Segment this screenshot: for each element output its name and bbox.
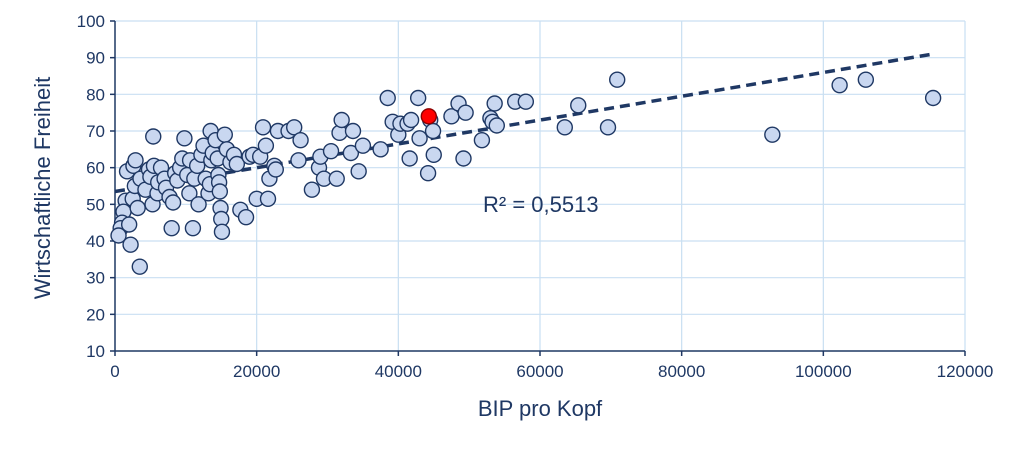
y-tick-label: 40 [86,232,105,251]
data-point [333,111,350,129]
y-axis-title: Wirtschaftliche Freiheit [30,77,55,300]
data-point [409,89,427,107]
data-point [517,93,535,110]
y-tick-label: 20 [86,305,105,324]
data-point [425,146,442,164]
data-point [237,208,255,226]
gridlines [115,20,966,351]
data-point [831,76,848,94]
x-tick-label: 60000 [516,362,563,381]
y-tick-label: 30 [86,269,105,288]
y-tick-label: 100 [77,12,105,31]
data-point [129,199,146,217]
data-point [163,219,180,237]
data-point [379,89,396,107]
data-point [131,258,148,275]
data-point [259,190,277,208]
axes [110,20,966,356]
data-point [473,131,491,149]
data-point [402,111,420,129]
data-point [303,181,321,198]
y-tick-label: 70 [86,122,105,141]
data-point [120,216,138,233]
data-point [419,164,437,182]
data-point [344,122,362,140]
tick-labels: 10 20 30 40 50 60 70 80 90 100 0 20000 40000 60000 800… [77,12,994,381]
data-point [411,130,428,147]
data-point [924,89,942,107]
y-tick-label: 90 [86,49,105,68]
y-tick-label: 60 [86,159,105,178]
data-point [292,131,309,149]
data-point [286,119,303,136]
data-point [354,137,372,154]
data-point [424,122,442,140]
data-point [609,71,626,88]
data-point [328,170,345,187]
data-point [257,137,275,154]
x-tick-label: 80000 [658,362,705,381]
data-point [457,104,474,121]
data-point [455,150,472,167]
data-point [122,236,139,253]
data-point [176,130,193,147]
data-point [322,142,340,160]
trendline [114,52,934,194]
y-tick-label: 50 [86,195,105,214]
data-point [110,227,127,244]
trendline-layer [114,52,934,194]
data-point [164,194,182,211]
data-point [488,117,505,134]
data-point [127,152,144,169]
data-point [267,161,284,178]
data-point [570,97,587,114]
data-points [110,71,942,275]
data-point [372,141,389,158]
data-point [556,119,573,136]
data-point [254,119,272,136]
data-point [211,183,229,200]
data-point [401,150,418,167]
x-tick-label: 120000 [937,362,994,381]
x-tick-label: 0 [110,362,119,381]
data-point [857,71,875,88]
data-point [290,152,307,169]
data-point [486,95,503,112]
data-point [213,223,231,241]
data-point [342,144,360,162]
x-tick-label: 40000 [375,362,422,381]
r-squared-annotation: R² = 0,5513 [483,192,599,217]
highlighted-data-point [420,108,437,125]
x-tick-label: 100000 [795,362,852,381]
data-point [599,119,617,136]
x-tick-label: 20000 [233,362,280,381]
data-point [228,155,246,173]
x-axis-title: BIP pro Kopf [478,396,603,421]
y-tick-label: 80 [86,85,105,104]
data-point [184,219,202,237]
data-point [350,163,367,180]
data-point [190,196,207,213]
y-tick-label: 10 [86,342,105,361]
data-point [145,128,162,145]
data-point [181,185,198,202]
data-point [216,126,233,143]
data-point [764,126,781,143]
